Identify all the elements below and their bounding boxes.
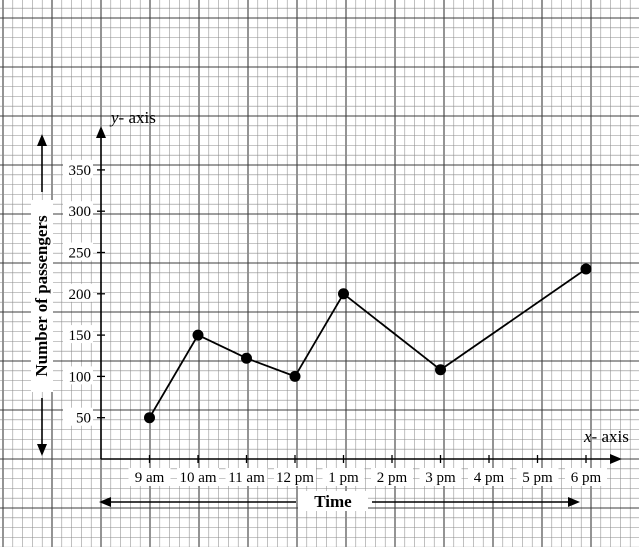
series-line-layer — [148, 268, 587, 419]
x-tick-label: 12 pm — [276, 470, 314, 486]
x-tick-label-backdrop — [516, 468, 559, 486]
data-point — [144, 412, 155, 424]
x-axis-title-backdrop — [298, 491, 368, 511]
x-axis-title: Time — [314, 492, 352, 511]
x-tick-label-backdrop — [177, 468, 219, 486]
x-axis-arrowhead — [610, 454, 622, 464]
y-tick-label-backdrop — [63, 407, 93, 426]
data-point — [289, 370, 301, 382]
y-axis-arrowhead — [96, 126, 106, 138]
x-tick-label: 2 pm — [377, 470, 408, 486]
y-tick-label-backdrop — [63, 201, 93, 220]
x-tick-label: 10 am — [179, 470, 216, 486]
series-line — [148, 268, 587, 419]
x-tick-label-backdrop — [565, 468, 607, 486]
y-tick-label: 300 — [69, 204, 92, 220]
data-point — [580, 263, 592, 275]
y-axis-title-arrow-top-head — [37, 134, 47, 146]
y-tick-label: 50 — [76, 411, 91, 427]
x-tick-label-backdrop — [468, 468, 510, 486]
x-axis-name-letter: x — [583, 427, 592, 446]
x-axis-title-arrow-left-head — [99, 497, 111, 507]
data-point — [241, 352, 252, 364]
x-tick-label-backdrop — [274, 468, 316, 486]
x-tick-label: 5 pm — [522, 470, 553, 486]
x-tick-label: 11 am — [228, 470, 265, 486]
y-axis-title: Number of passengers — [32, 215, 51, 377]
x-tick-label-backdrop — [322, 468, 365, 486]
y-axis-title-arrow-bottom-head — [37, 444, 47, 456]
x-tick-label: 9 am — [135, 470, 165, 486]
y-tick-label: 250 — [69, 246, 92, 262]
x-axis-title-group: Time — [99, 491, 580, 511]
y-axis-title-backdrop — [31, 200, 53, 392]
y-tick-label-backdrop — [63, 325, 93, 344]
y-axis-name-suffix: - axis — [119, 108, 156, 127]
y-tick-label-backdrop — [63, 159, 93, 178]
x-tick-label: 6 pm — [571, 470, 602, 486]
y-axis-name-letter: y — [109, 108, 119, 127]
x-axis-name-suffix: - axis — [592, 427, 629, 446]
y-tick-label-backdrop — [63, 366, 93, 385]
y-tick-label: 150 — [69, 328, 92, 344]
x-axis-title-arrow-right-head — [568, 497, 580, 507]
x-axis-name: x- axis — [583, 427, 629, 446]
chart-axes — [96, 126, 622, 464]
y-tick-label-backdrop — [63, 242, 93, 261]
y-axis-title-group: Number of passengers — [31, 134, 53, 456]
x-tick-label-backdrop — [225, 468, 268, 486]
axis-ticks: 9 am 10 am 11 am 12 pm 1 pm 2 pm 3 pm 4 pm 5 pm 6… — [63, 159, 607, 486]
data-point — [338, 288, 349, 300]
y-tick-label-backdrop — [63, 283, 93, 302]
series-markers-layer — [144, 263, 592, 424]
x-tick-label: 1 pm — [328, 470, 359, 486]
data-point — [435, 364, 446, 376]
data-point — [192, 329, 204, 341]
x-tick-label-backdrop — [128, 468, 171, 486]
x-tick-label: 3 pm — [425, 470, 456, 486]
x-tick-label-backdrop — [371, 468, 413, 486]
y-tick-label: 100 — [69, 369, 92, 385]
x-tick-label: 4 pm — [474, 470, 505, 486]
y-axis-name: y- axis — [109, 108, 156, 127]
x-tick-label-backdrop — [419, 468, 462, 486]
y-tick-label: 350 — [69, 163, 92, 179]
y-tick-label: 200 — [69, 287, 92, 303]
